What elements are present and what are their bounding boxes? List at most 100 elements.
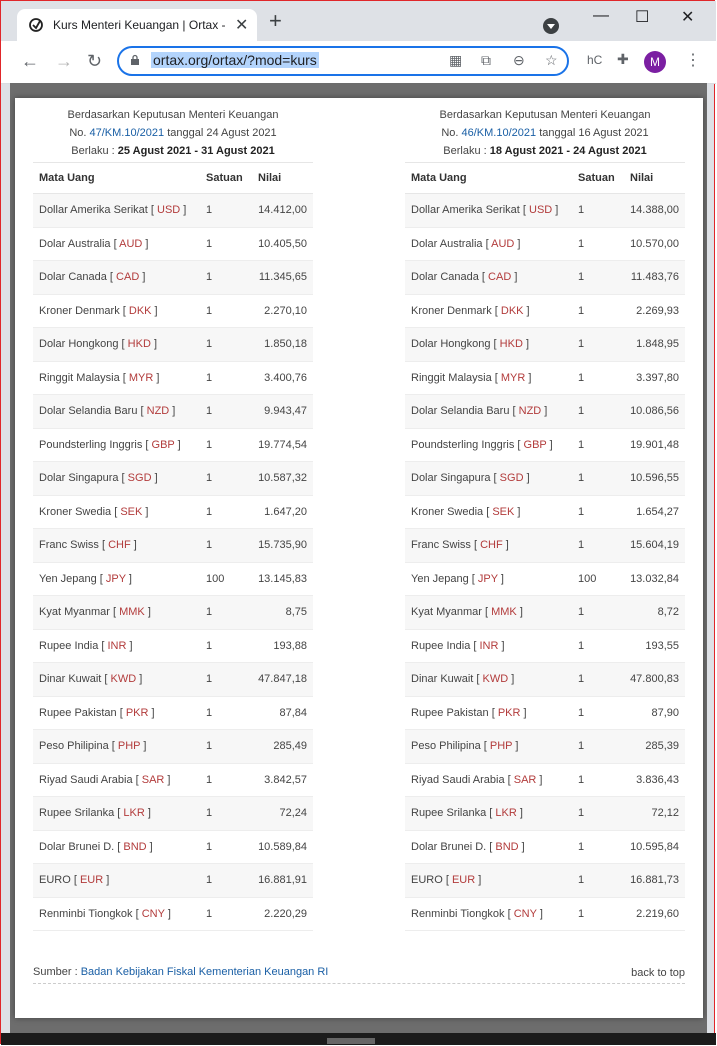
- currency-value: 3.836,43: [624, 763, 685, 797]
- currency-value: 8,72: [624, 595, 685, 630]
- profile-avatar[interactable]: M: [644, 51, 666, 73]
- currency-value: 10.595,84: [624, 830, 685, 864]
- table-row: EURO [ EUR ] 1 16.881,73: [405, 863, 685, 898]
- extensions-puzzle-icon[interactable]: ✚: [617, 51, 629, 67]
- tab-kurs[interactable]: Kurs Menteri Keuangan | Ortax - ✕: [17, 9, 257, 41]
- table-row: Franc Swiss [ CHF ] 1 15.604,19: [405, 528, 685, 563]
- table-row: Kroner Denmark [ DKK ] 1 2.270,10: [33, 294, 313, 328]
- currency-name: Rupee Pakistan [ PKR ]: [405, 696, 572, 730]
- currency-code: JPY: [477, 572, 498, 585]
- currency-unit: 1: [200, 696, 252, 730]
- currency-unit: 100: [200, 562, 252, 596]
- currency-value: 15.735,90: [252, 528, 313, 563]
- url-text[interactable]: ortax.org/ortax/?mod=kurs: [151, 52, 319, 68]
- currency-name: Peso Philipina [ PHP ]: [33, 729, 200, 764]
- qr-code-icon[interactable]: ▦: [449, 52, 463, 68]
- currency-value: 11.483,76: [624, 260, 685, 295]
- reload-icon[interactable]: ↻: [87, 51, 103, 71]
- currency-unit: 1: [572, 629, 624, 663]
- tab-strip: Kurs Menteri Keuangan | Ortax - ✕ + — ☐ …: [1, 1, 716, 41]
- kurs-table: Mata Uang Satuan Nilai Dollar Amerika Se…: [405, 162, 685, 931]
- address-bar[interactable]: ortax.org/ortax/?mod=kurs ▦ ⧉ ⊖ ☆: [117, 46, 569, 76]
- currency-code: LKR: [123, 807, 145, 820]
- currency-unit: 1: [572, 897, 624, 931]
- decree-link[interactable]: 47/KM.10/2021: [89, 127, 165, 139]
- currency-unit: 1: [572, 294, 624, 328]
- new-tab-button[interactable]: +: [269, 8, 282, 33]
- kurs-column-previous: Berdasarkan Keputusan Menteri Keuangan N…: [405, 98, 685, 931]
- currency-unit: 1: [200, 763, 252, 797]
- currency-value: 72,24: [252, 796, 313, 831]
- currency-value: 87,84: [252, 696, 313, 730]
- extension-hc-icon[interactable]: hC: [587, 53, 603, 67]
- scrollbar-thumb[interactable]: [327, 1038, 375, 1044]
- decree-link[interactable]: 46/KM.10/2021: [461, 127, 537, 139]
- menu-icon[interactable]: ⋮: [685, 52, 701, 69]
- currency-name: Dolar Brunei D. [ BND ]: [405, 830, 572, 864]
- currency-name: Rupee Pakistan [ PKR ]: [33, 696, 200, 730]
- close-window-button[interactable]: ✕: [681, 9, 695, 26]
- currency-name: Franc Swiss [ CHF ]: [33, 528, 200, 563]
- currency-code: MYR: [128, 371, 154, 384]
- back-icon[interactable]: ←: [21, 51, 39, 71]
- back-to-top-link[interactable]: back to top: [631, 967, 685, 979]
- table-row: Kyat Myanmar [ MMK ] 1 8,72: [405, 595, 685, 630]
- currency-code: SGD: [127, 472, 152, 485]
- currency-value: 14.412,00: [252, 193, 313, 228]
- currency-unit: 1: [200, 495, 252, 529]
- col-unit: Satuan: [572, 162, 624, 194]
- table-row: Peso Philipina [ PHP ] 1 285,39: [405, 729, 685, 764]
- maximize-button[interactable]: ☐: [635, 9, 650, 26]
- table-row: Dolar Singapura [ SGD ] 1 10.596,55: [405, 461, 685, 496]
- currency-value: 2.270,10: [252, 294, 313, 328]
- currency-code: DKK: [500, 304, 524, 317]
- table-row: Poundsterling Inggris [ GBP ] 1 19.901,48: [405, 428, 685, 462]
- currency-unit: 1: [572, 227, 624, 261]
- currency-name: Dolar Singapura [ SGD ]: [405, 461, 572, 496]
- currency-name: Dolar Singapura [ SGD ]: [33, 461, 200, 496]
- currency-code: JPY: [105, 572, 126, 585]
- currency-name: Dolar Australia [ AUD ]: [405, 227, 572, 261]
- table-row: Poundsterling Inggris [ GBP ] 1 19.774,54: [33, 428, 313, 462]
- table-row: Dolar Selandia Baru [ NZD ] 1 10.086,56: [405, 394, 685, 429]
- tab-close-icon[interactable]: ✕: [235, 17, 249, 34]
- currency-code: KWD: [482, 673, 509, 686]
- currency-name: Yen Jepang [ JPY ]: [33, 562, 200, 596]
- tab-search-icon[interactable]: [543, 18, 559, 34]
- currency-name: Kroner Denmark [ DKK ]: [33, 294, 200, 328]
- currency-value: 1.654,27: [624, 495, 685, 529]
- currency-unit: 1: [572, 394, 624, 429]
- currency-unit: 1: [200, 394, 252, 429]
- currency-unit: 100: [572, 562, 624, 596]
- browser-toolbar: ← → ↻ ortax.org/ortax/?mod=kurs ▦ ⧉ ⊖ ☆ …: [1, 41, 716, 84]
- table-row: Dolar Hongkong [ HKD ] 1 1.850,18: [33, 327, 313, 362]
- translate-icon[interactable]: ⧉: [481, 52, 491, 68]
- currency-code: CAD: [116, 271, 140, 284]
- currency-value: 72,12: [624, 796, 685, 831]
- currency-code: MMK: [119, 606, 145, 619]
- currency-name: Dinar Kuwait [ KWD ]: [33, 662, 200, 697]
- col-currency: Mata Uang: [33, 162, 200, 194]
- currency-unit: 1: [572, 461, 624, 496]
- currency-name: Renminbi Tiongkok [ CNY ]: [405, 897, 572, 931]
- currency-name: Dinar Kuwait [ KWD ]: [405, 662, 572, 697]
- source-link[interactable]: Badan Kebijakan Fiskal Kementerian Keuan…: [80, 966, 329, 978]
- currency-code: EUR: [79, 874, 104, 887]
- currency-name: Riyad Saudi Arabia [ SAR ]: [405, 763, 572, 797]
- table-row: Dolar Canada [ CAD ] 1 11.345,65: [33, 260, 313, 295]
- currency-value: 1.848,95: [624, 327, 685, 362]
- currency-unit: 1: [572, 260, 624, 295]
- bookmark-star-icon[interactable]: ☆: [545, 52, 558, 68]
- currency-value: 10.086,56: [624, 394, 685, 429]
- table-row: Renminbi Tiongkok [ CNY ] 1 2.219,60: [405, 897, 685, 931]
- minimize-button[interactable]: —: [593, 7, 609, 24]
- table-row: Yen Jepang [ JPY ] 100 13.145,83: [33, 562, 313, 596]
- currency-unit: 1: [572, 796, 624, 831]
- currency-name: Ringgit Malaysia [ MYR ]: [405, 361, 572, 395]
- forward-icon[interactable]: →: [55, 51, 73, 71]
- currency-name: EURO [ EUR ]: [33, 863, 200, 898]
- currency-code: INR: [479, 639, 499, 652]
- zoom-icon[interactable]: ⊖: [513, 52, 525, 68]
- currency-code: DKK: [128, 304, 152, 317]
- currency-code: HKD: [127, 338, 151, 351]
